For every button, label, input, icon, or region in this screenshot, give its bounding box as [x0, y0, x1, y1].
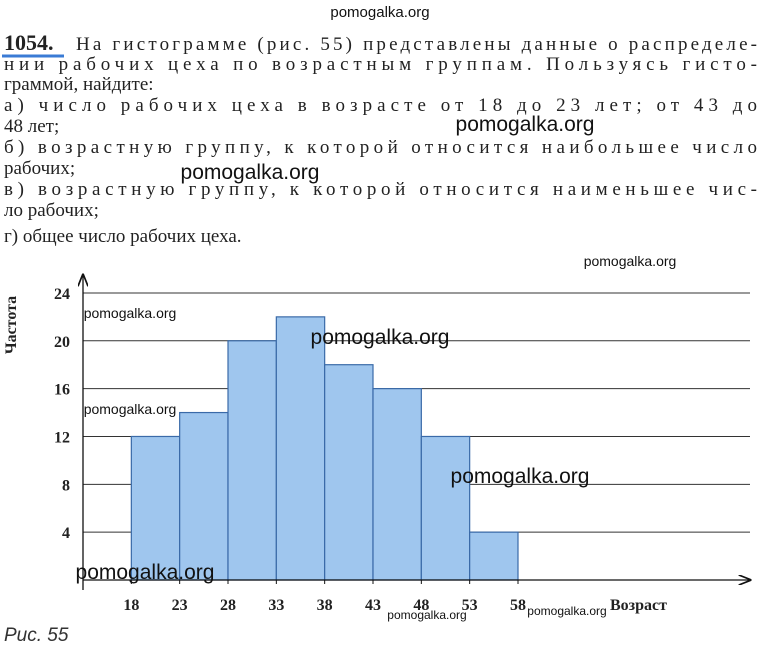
x-tick-label: 18	[123, 597, 139, 614]
problem-line: граммой, найдите:	[4, 74, 154, 95]
y-tick-label: 20	[54, 334, 70, 351]
problem-line: рабочих;	[4, 158, 75, 179]
y-tick-label: 4	[62, 525, 70, 542]
x-tick-label: 28	[220, 597, 236, 614]
watermark: pomogalka.org	[311, 326, 450, 349]
y-axis-label: Частота	[3, 296, 20, 354]
watermark: pomogalka.org	[76, 561, 215, 584]
watermark: pomogalka.org	[451, 465, 590, 488]
watermark: pomogalka.org	[181, 161, 320, 184]
problem-line: На гистограмме (рис. 55) представлены да…	[76, 34, 757, 55]
problem-line: г) общее число рабочих цеха.	[4, 226, 242, 247]
watermark: pomogalka.org	[84, 305, 177, 321]
problem-line: а) число рабочих цеха в возрасте от 18 д…	[4, 95, 757, 116]
y-tick-label: 8	[62, 477, 70, 494]
y-tick-label: 24	[54, 286, 70, 303]
bar	[324, 364, 374, 581]
bar	[469, 531, 519, 581]
watermark: pomogalka.org	[387, 608, 466, 622]
bar	[130, 435, 181, 581]
x-tick-label: 58	[510, 597, 526, 614]
watermark: pomogalka.org	[527, 604, 606, 618]
watermark: pomogalka.org	[584, 253, 677, 269]
bar	[372, 388, 422, 581]
bar	[275, 316, 326, 581]
problem-line: в) возрастную группу, к которой относитс…	[4, 179, 757, 200]
y-tick-label: 16	[54, 382, 70, 399]
watermark: pomogalka.org	[84, 401, 177, 417]
y-tick-label: 12	[54, 429, 70, 446]
bar	[420, 435, 471, 581]
x-tick-label: 23	[172, 597, 188, 614]
watermark: pomogalka.org	[330, 4, 429, 21]
caption: Рис. 55	[4, 625, 69, 646]
bar	[227, 340, 277, 581]
x-tick-label: 48	[413, 597, 429, 614]
x-axis-label: Возраст	[610, 597, 667, 614]
x-tick-label: 53	[462, 597, 478, 614]
watermark: pomogalka.org	[456, 113, 595, 136]
problem-line: ло рабочих;	[4, 200, 99, 221]
problem-line: 48 лет;	[4, 116, 59, 137]
bar	[179, 411, 229, 581]
problem-line: нии рабочих цеха по возрастным группам. …	[4, 54, 757, 75]
x-tick-label: 33	[268, 597, 284, 614]
x-tick-label: 38	[317, 597, 333, 614]
x-tick-label: 43	[365, 597, 381, 614]
problem-number: 1054.	[4, 30, 54, 55]
problem-line: б) возрастную группу, к которой относитс…	[4, 137, 757, 158]
